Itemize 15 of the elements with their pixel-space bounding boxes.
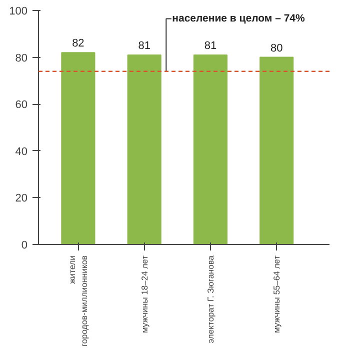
ref-line-label: население в целом – 74% — [172, 12, 306, 25]
y-tick-label: 20 — [15, 192, 28, 205]
x-tick-label: электорат Г. Зюганова — [205, 255, 216, 344]
y-tick-label: 0 — [21, 240, 28, 252]
data-label: 80 — [270, 42, 283, 54]
x-tick-label: мужчины 55–64 лет — [272, 255, 282, 334]
data-label: 81 — [138, 40, 150, 52]
x-tick-label: мужчины 18–24 лет — [139, 255, 150, 334]
y-tick-label: 40 — [15, 146, 28, 158]
y-tick-label: 60 — [15, 99, 28, 112]
data-label: 81 — [204, 40, 217, 52]
y-tick-label: 100 — [9, 6, 28, 18]
y-tick-label: 80 — [15, 52, 28, 64]
data-label: 82 — [72, 38, 84, 50]
x-tick-label: жители городов-миллионников — [67, 255, 90, 347]
